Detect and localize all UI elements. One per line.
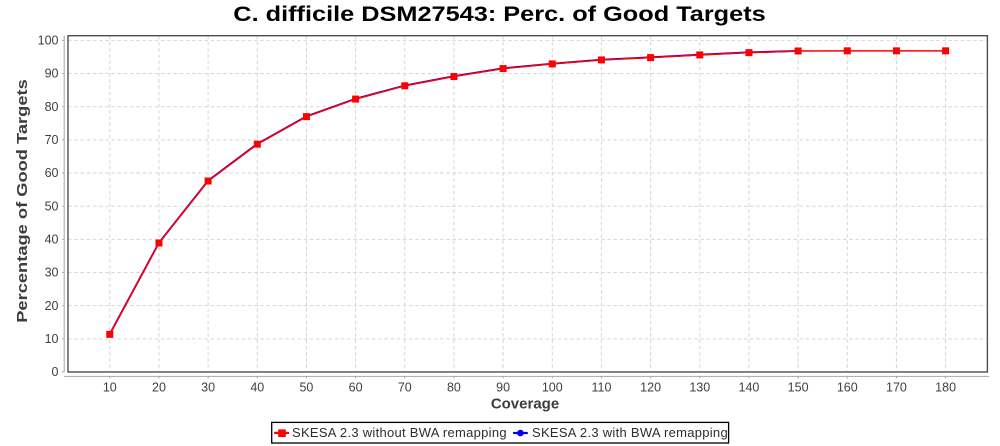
svg-text:10: 10 <box>103 381 117 395</box>
svg-text:150: 150 <box>788 381 809 395</box>
svg-text:80: 80 <box>45 100 59 114</box>
svg-text:180: 180 <box>935 381 956 395</box>
svg-text:SKESA 2.3 without BWA remappin: SKESA 2.3 without BWA remapping <box>292 425 507 440</box>
svg-text:110: 110 <box>591 381 611 395</box>
svg-text:40: 40 <box>45 233 59 247</box>
svg-text:SKESA 2.3 with BWA remapping: SKESA 2.3 with BWA remapping <box>532 425 728 440</box>
svg-text:100: 100 <box>38 34 59 48</box>
svg-text:40: 40 <box>250 381 264 395</box>
svg-text:20: 20 <box>45 299 59 313</box>
svg-text:90: 90 <box>496 381 510 395</box>
svg-text:Percentage of Good Targets: Percentage of Good Targets <box>14 79 31 323</box>
svg-text:30: 30 <box>45 266 59 280</box>
svg-text:50: 50 <box>45 199 59 213</box>
svg-text:50: 50 <box>299 381 313 395</box>
svg-text:0: 0 <box>52 365 59 379</box>
svg-text:90: 90 <box>45 67 59 81</box>
svg-text:100: 100 <box>542 381 563 395</box>
svg-text:60: 60 <box>349 381 363 395</box>
svg-text:30: 30 <box>201 381 215 395</box>
svg-text:Coverage: Coverage <box>491 396 559 413</box>
svg-text:60: 60 <box>45 166 59 180</box>
svg-text:120: 120 <box>640 381 661 395</box>
svg-text:20: 20 <box>152 381 166 395</box>
svg-text:170: 170 <box>886 381 907 395</box>
svg-text:80: 80 <box>447 381 461 395</box>
svg-text:70: 70 <box>45 133 59 147</box>
svg-text:160: 160 <box>837 381 858 395</box>
svg-text:70: 70 <box>398 381 412 395</box>
svg-text:10: 10 <box>45 332 59 346</box>
svg-text:130: 130 <box>689 381 710 395</box>
svg-text:C. difficile DSM27543: Perc. o: C. difficile DSM27543: Perc. of Good Tar… <box>233 2 765 25</box>
svg-text:140: 140 <box>739 381 760 395</box>
